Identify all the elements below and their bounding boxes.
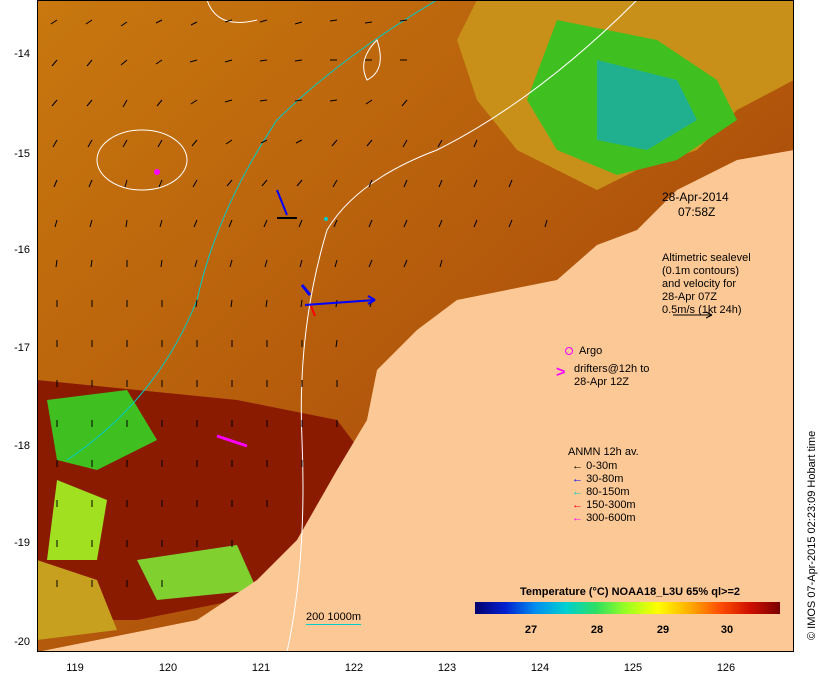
x-tick-label: 121 — [251, 662, 271, 674]
temperature-colorbar — [475, 602, 780, 614]
y-tick-label: -15 — [14, 148, 30, 160]
colorbar-title: Temperature (°C) NOAA18_L3U 65% ql>=2 — [520, 586, 740, 598]
x-tick-label: 125 — [623, 662, 643, 674]
map-frame — [37, 0, 794, 652]
altimetry-note-line: 0.5m/s (1kt 24h) — [662, 304, 742, 316]
sealevel-contour — [206, 0, 258, 23]
cool-patch-sw1 — [47, 390, 157, 470]
bathymetry-legend: 200 1000m — [306, 611, 362, 625]
y-tick-label: -16 — [14, 244, 30, 256]
arrow-left-icon: ← — [572, 473, 583, 485]
y-tick-label: -18 — [14, 440, 30, 452]
arrowhead — [367, 295, 376, 305]
arrow-left-icon: ← — [572, 486, 583, 498]
drifter-track — [300, 284, 312, 296]
altimetry-note-line: and velocity for — [662, 278, 736, 290]
anmn-legend-item: ← 80-150m — [572, 486, 629, 498]
velocity-arrows — [50, 19, 548, 587]
y-tick-label: -19 — [14, 537, 30, 549]
timestamp-time: 07:58Z — [678, 205, 716, 219]
y-tick-label: -17 — [14, 342, 30, 354]
altimetry-note-line: 28-Apr 07Z — [662, 291, 718, 303]
argo-legend: Argo — [565, 345, 602, 358]
arrow-left-icon: ← — [572, 460, 583, 472]
anmn-legend-item: ← 300-600m — [572, 512, 636, 524]
bathymetry-200m — [66, 0, 438, 461]
anmn-item-label: 80-150m — [586, 486, 630, 498]
anmn-arrow-300-600m — [216, 434, 248, 448]
x-tick-label: 122 — [344, 662, 364, 674]
arrowhead — [705, 311, 713, 319]
sealevel-contour — [96, 129, 188, 191]
colorbar-tick: 27 — [524, 624, 538, 636]
argo-label: Argo — [579, 345, 603, 357]
y-tick-label: -20 — [14, 636, 30, 648]
anmn-arrow-150-300m — [310, 305, 316, 317]
drifters-note-line: drifters@12h to — [574, 363, 650, 375]
colorbar-tick: 28 — [590, 624, 604, 636]
anmn-legend-item: ← 30-80m — [572, 473, 623, 485]
land-mainland — [37, 150, 794, 652]
colorbar-tick: 29 — [656, 624, 670, 636]
x-tick-label: 119 — [66, 662, 84, 674]
colorbar-tick: 30 — [720, 624, 734, 636]
arrow-left-icon: ← — [572, 499, 583, 511]
anmn-arrow-30-80m — [304, 299, 376, 306]
arrow-left-icon: ← — [572, 512, 583, 524]
anmn-item-label: 150-300m — [586, 499, 636, 511]
x-tick-label: 124 — [530, 662, 550, 674]
credit-text: © IMOS 07-Apr-2015 02:23:09 Hobart time — [806, 430, 818, 640]
cold-patch — [597, 60, 697, 150]
anmn-item-label: 30-80m — [586, 473, 624, 485]
x-tick-label: 120 — [158, 662, 178, 674]
x-tick-label: 126 — [716, 662, 736, 674]
altimetry-note-line: Altimetric sealevel — [662, 252, 751, 264]
sealevel-contour — [286, 0, 638, 652]
drifter-chevron-icon: > — [556, 364, 566, 381]
x-tick-label: 123 — [437, 662, 457, 674]
timestamp-date: 28-Apr-2014 — [662, 190, 729, 204]
argo-circle-icon — [565, 347, 573, 356]
y-tick-label: -14 — [14, 48, 30, 60]
sst-map — [37, 0, 794, 652]
drifter-track — [276, 189, 288, 216]
anmn-item-label: 300-600m — [586, 512, 636, 524]
anmn-item-label: 0-30m — [586, 460, 618, 472]
anmn-marker-80-150m — [324, 217, 328, 221]
altimetry-note-line: (0.1m contours) — [662, 265, 740, 277]
anmn-legend-title: ANMN 12h av. — [568, 446, 639, 458]
cool-patch-sw3 — [137, 545, 257, 600]
argo-float-marker — [154, 169, 160, 175]
anmn-legend-item: ← 150-300m — [572, 499, 636, 511]
drifters-note-line: 28-Apr 12Z — [574, 376, 630, 388]
anmn-legend-item: ← 0-30m — [572, 460, 617, 472]
sealevel-contour — [363, 39, 381, 81]
